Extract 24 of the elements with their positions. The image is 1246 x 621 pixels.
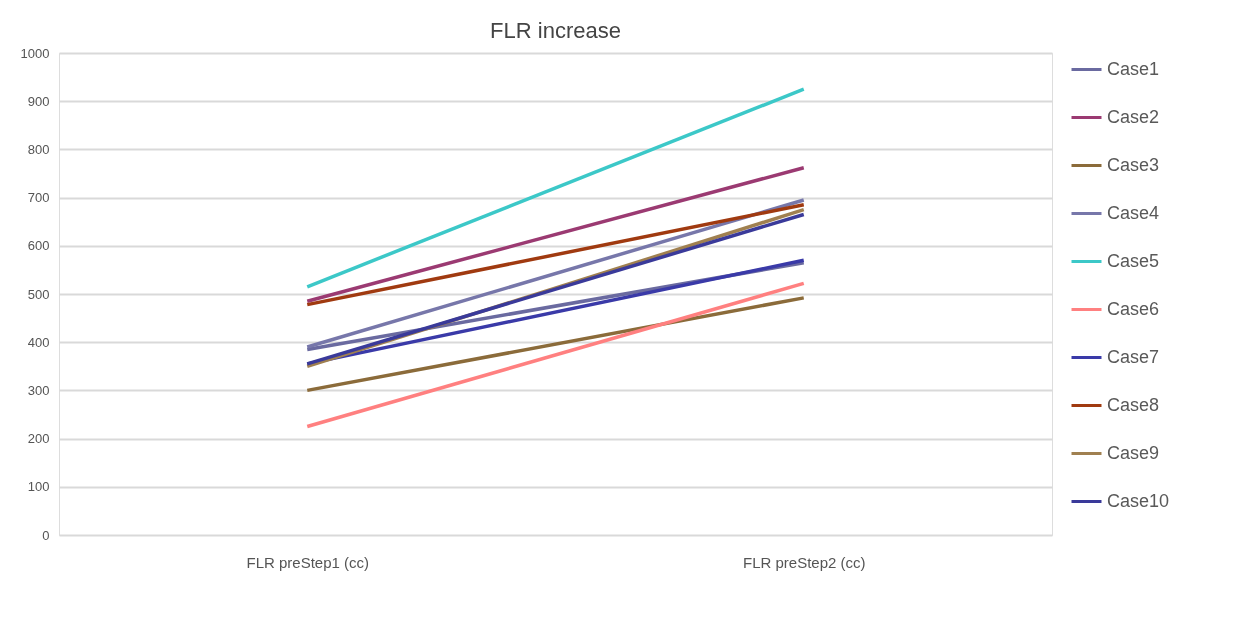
y-tick-label: 1000: [20, 45, 50, 61]
legend-label: Case6: [1107, 298, 1160, 319]
legend-label: Case10: [1107, 490, 1170, 511]
y-tick-label: 900: [27, 93, 50, 109]
y-tick-label: 600: [27, 238, 50, 254]
y-tick-label: 200: [27, 431, 50, 447]
y-tick-label: 0: [42, 527, 50, 543]
legend-label: Case2: [1107, 106, 1160, 127]
x-tick-label: FLR preStep2 (cc): [742, 553, 866, 571]
legend-label: Case9: [1107, 442, 1160, 463]
y-tick-label: 400: [27, 334, 50, 350]
y-tick-label: 500: [27, 286, 50, 302]
y-tick-label: 700: [27, 190, 50, 206]
legend-label: Case3: [1107, 154, 1160, 175]
legend-label: Case1: [1107, 58, 1160, 79]
legend-label: Case5: [1107, 250, 1160, 271]
legend-label: Case7: [1107, 346, 1160, 367]
legend-label: Case8: [1107, 394, 1160, 415]
y-tick-label: 100: [27, 479, 50, 495]
legend-label: Case4: [1107, 202, 1160, 223]
chart-title: FLR increase: [490, 18, 621, 43]
y-tick-label: 300: [27, 382, 50, 398]
y-tick-label: 800: [27, 141, 50, 157]
x-tick-label: FLR preStep1 (cc): [246, 553, 370, 571]
